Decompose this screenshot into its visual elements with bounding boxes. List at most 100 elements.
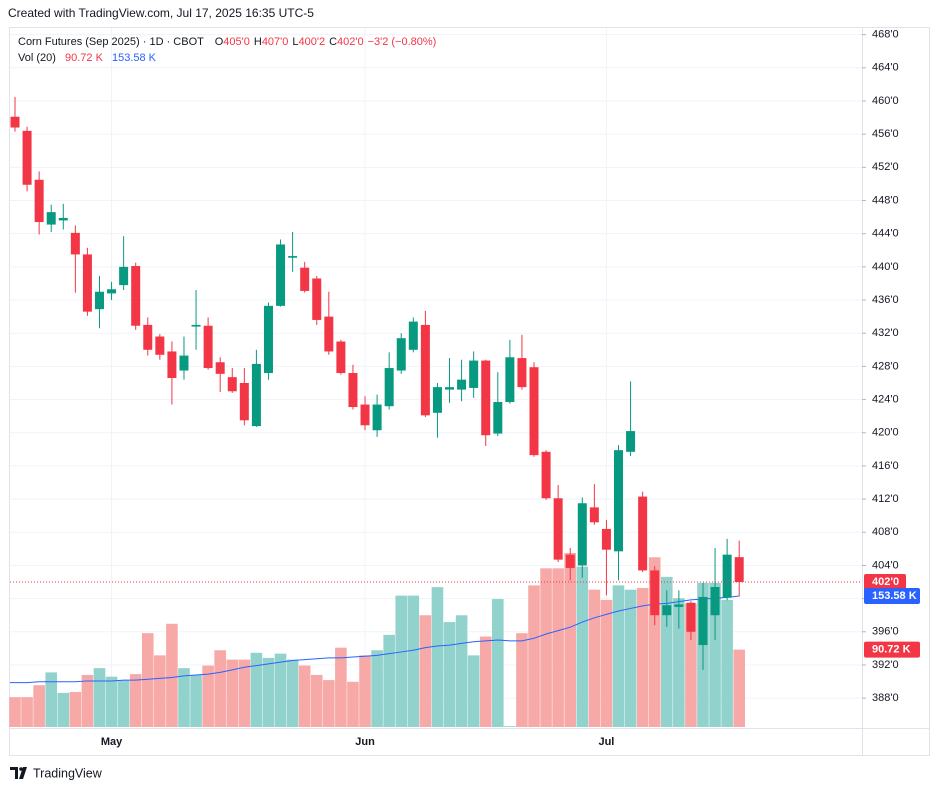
y-tick-label: 444'0 — [872, 228, 899, 240]
candle-body — [58, 217, 68, 221]
candle-body — [167, 351, 177, 378]
volume-bar — [335, 647, 347, 727]
volume-tag-box — [864, 641, 920, 658]
volume-bar — [383, 634, 395, 727]
candle-body — [517, 358, 527, 388]
chart-title: Corn Futures (Sep 2025) · 1D · CBOT — [18, 36, 204, 48]
y-tick-label: 428'0 — [872, 360, 899, 372]
volume-bar — [93, 668, 106, 727]
volume-bar — [648, 557, 661, 727]
frame — [9, 27, 930, 756]
price-tag: 402'0 — [872, 576, 899, 588]
candle-body — [710, 587, 720, 616]
candle-body — [227, 377, 237, 392]
candle-body — [288, 256, 298, 258]
y-tick-label: 448'0 — [872, 194, 899, 206]
legend-value: 400'2 — [299, 36, 326, 48]
volume-bar — [57, 692, 70, 727]
candle-body — [469, 360, 479, 388]
candle-body — [360, 404, 370, 426]
volume-bar — [250, 652, 263, 727]
volume-bar — [431, 587, 444, 727]
volume-bar — [298, 665, 311, 727]
candle-body — [734, 557, 744, 583]
volume-bar — [540, 568, 552, 727]
price-tag-box — [864, 574, 906, 591]
y-tick-label: 440'0 — [872, 261, 899, 273]
legend-prefix: C — [329, 36, 337, 48]
candle-body — [107, 289, 117, 294]
volume-bar — [21, 697, 33, 727]
logo-dot — [19, 767, 23, 771]
legend-value: 405'0 — [223, 36, 250, 48]
candle-body — [155, 336, 165, 355]
volume-bar — [395, 595, 408, 727]
candle-body — [638, 496, 648, 571]
candle-body — [70, 232, 80, 255]
candle-body — [263, 305, 273, 374]
candle-body — [505, 357, 515, 403]
x-tick-label: May — [101, 736, 123, 748]
volume-bar — [479, 636, 492, 727]
candle-body — [589, 507, 599, 523]
candle-body — [336, 341, 346, 374]
created-note: Created with TradingView.com, Jul 17, 20… — [8, 6, 314, 20]
volume-ma-value: 153.58 K — [112, 52, 157, 64]
y-tick-label: 436'0 — [872, 294, 899, 306]
volume-bar — [660, 576, 673, 727]
volume-bar — [202, 665, 214, 727]
y-tick-label: 416'0 — [872, 460, 899, 472]
candle-body — [565, 554, 575, 568]
candle-body — [662, 605, 672, 616]
volume-bar — [105, 676, 118, 727]
y-tick-label: 388'0 — [872, 692, 899, 704]
candle-body — [553, 498, 563, 560]
candle-body — [493, 402, 503, 434]
volume-bar — [69, 692, 82, 727]
volume-bar — [588, 589, 601, 727]
legend-prefix: H — [254, 36, 262, 48]
y-tick-label: 392'0 — [872, 659, 899, 671]
candle-body — [94, 291, 104, 310]
volume-bar — [117, 680, 130, 727]
volume-bar — [238, 659, 251, 727]
candle-body — [215, 362, 225, 374]
candle-body — [432, 387, 442, 413]
volume-bar — [129, 674, 142, 727]
candle-body — [119, 266, 129, 286]
volume-bar — [564, 552, 577, 727]
volume-bar — [214, 650, 226, 727]
volume-bar — [166, 623, 178, 727]
candle-body — [82, 254, 92, 312]
volume-value: 90.72 K — [65, 52, 104, 64]
candle-body — [179, 355, 189, 371]
legend-value: (−0.80%) — [391, 36, 436, 48]
volume-bar — [516, 633, 528, 727]
volume-bar — [455, 615, 468, 727]
volume-bar — [9, 697, 21, 727]
volume-bar — [45, 672, 58, 727]
volume-bar — [141, 633, 154, 727]
legend-value: 407'0 — [262, 36, 289, 48]
candle-body — [312, 278, 322, 320]
candle-body — [457, 379, 467, 390]
volume-bar — [371, 650, 383, 727]
volume-bar — [709, 582, 721, 727]
volume-bar — [33, 685, 45, 727]
x-tick-label: Jul — [598, 736, 614, 748]
candle-body — [34, 179, 44, 223]
axis-layer: 468'0 464'0 460'0 456'0 452'0 448'0 444'0 440'0… — [101, 29, 920, 748]
grid — [10, 28, 862, 728]
volume-bar — [721, 599, 733, 727]
candle-body — [10, 116, 20, 128]
y-tick-label: 424'0 — [872, 393, 899, 405]
candle-body — [22, 130, 32, 185]
candle-body — [203, 325, 213, 369]
logo-mark — [10, 767, 27, 779]
volume-bar — [600, 599, 613, 727]
volume-bar — [81, 674, 94, 727]
candle-body — [131, 266, 141, 326]
footer-brand: TradingView — [33, 766, 103, 780]
candle-body — [372, 404, 382, 431]
y-tick-label: 460'0 — [872, 95, 899, 107]
